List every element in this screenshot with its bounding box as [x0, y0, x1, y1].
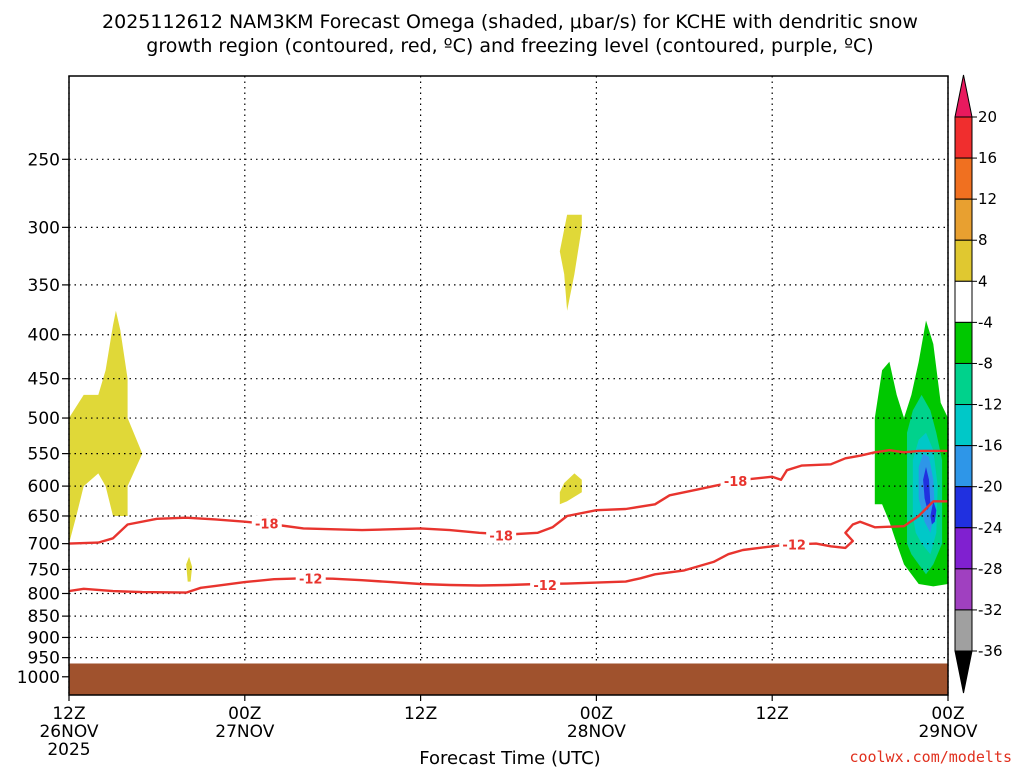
- y-tick-label: 700: [28, 535, 60, 555]
- contour-label: -18: [724, 475, 748, 490]
- pressure-gridlines: [68, 76, 949, 695]
- contour-line--12: [68, 500, 948, 594]
- colorbar-tick-label: -36: [978, 642, 1003, 660]
- y-tick-label: 900: [28, 628, 60, 648]
- y-tick-label: 600: [28, 477, 60, 497]
- colorbar-tick-label: 12: [978, 190, 997, 208]
- x-tick-label: 00Z: [228, 704, 261, 724]
- y-tick-label: 450: [28, 370, 60, 390]
- shaded-region-omega-positive-4c: [559, 214, 582, 311]
- colorbar-swatch: [954, 362, 973, 406]
- colorbar-tick-label: 20: [978, 108, 997, 126]
- x-tick-label: 00Z: [931, 704, 964, 724]
- contour-label: -18: [489, 530, 513, 545]
- colorbar-tick-label: -32: [978, 601, 1003, 619]
- contour-label-bg: [530, 576, 561, 593]
- x-tick-label: 2025: [47, 740, 90, 760]
- dendritic-growth-contours: -18 -18 -18 -12 -12 -12: [68, 449, 948, 594]
- shaded-region-omega-positive-4: [69, 310, 143, 544]
- x-axis-label: Forecast Time (UTC): [419, 748, 600, 768]
- colorbar-tick-label: -28: [978, 560, 1003, 578]
- colorbar-tick-label: -24: [978, 519, 1003, 537]
- colorbar-tick-label: 8: [978, 231, 988, 249]
- chart-title-line1: 2025112612 NAM3KM Forecast Omega (shaded…: [102, 11, 918, 33]
- colorbar-tick-label: -20: [978, 478, 1003, 496]
- plot-frame: [68, 75, 949, 696]
- chart-title-line2: growth region (contoured, red, ºC) and f…: [146, 35, 873, 57]
- shaded-region-omega-positive-4d: [559, 473, 582, 505]
- colorbar-swatch: [954, 486, 973, 529]
- x-tick-label: 12Z: [756, 704, 789, 724]
- colorbar-swatch: [954, 527, 973, 570]
- colorbar-swatch: [954, 321, 973, 364]
- shaded-region-omega-neg-20: [923, 467, 931, 511]
- colorbar-swatch: [954, 609, 973, 652]
- colorbar-swatch: [954, 198, 973, 241]
- contour-label-bg: [295, 570, 326, 587]
- colorbar-tick-label: -4: [978, 313, 993, 331]
- colorbar-bottom-arrow: [954, 650, 973, 694]
- colorbar-swatch: [954, 239, 973, 282]
- y-tick-label: 250: [28, 150, 60, 170]
- y-tick-label: 1000: [17, 668, 60, 688]
- contour-label: -12: [533, 579, 557, 594]
- colorbar-swatch: [954, 445, 973, 488]
- shaded-region-omega-positive-4b: [186, 556, 193, 582]
- ground-terrain: [69, 663, 948, 695]
- y-tick-label: 550: [28, 445, 60, 465]
- contour-label: -18: [255, 517, 279, 532]
- contour-label-bg: [251, 515, 282, 532]
- colorbar-tick-label: 16: [978, 149, 997, 167]
- colorbar-swatch: [954, 116, 973, 159]
- x-tick-label: 28NOV: [567, 722, 626, 742]
- x-tick-label: 29NOV: [918, 722, 977, 742]
- x-tick-label: 27NOV: [215, 722, 274, 742]
- y-tick-label: 500: [28, 409, 60, 429]
- shaded-region-omega-neg-24: [930, 501, 937, 525]
- colorbar-tick-label: -8: [978, 354, 993, 372]
- colorbar-tick-label: 4: [978, 272, 988, 290]
- colorbar-tick-label: -12: [978, 396, 1003, 414]
- contour-label-bg: [486, 527, 517, 544]
- y-tick-label: 400: [28, 326, 60, 346]
- x-tick-label: 12Z: [404, 704, 437, 724]
- colorbar-tick-label: -16: [978, 437, 1003, 455]
- colorbar-swatch: [954, 404, 973, 447]
- x-tick-label: 26NOV: [39, 722, 98, 742]
- y-tick-label: 950: [28, 649, 60, 669]
- site-credit[interactable]: coolwx.com/modelts: [849, 748, 1012, 766]
- colorbar-top-arrow: [954, 74, 973, 118]
- colorbar-swatch: [954, 568, 973, 611]
- contour-label-bg: [720, 473, 751, 490]
- contour-line--18: [68, 449, 948, 545]
- y-tick-label: 750: [28, 560, 60, 580]
- colorbar-swatch: [954, 157, 973, 200]
- colorbar-swatch: [954, 280, 973, 323]
- y-tick-label: 850: [28, 607, 60, 627]
- y-tick-label: 800: [28, 584, 60, 604]
- contour-label-bg: [779, 536, 810, 553]
- y-tick-label: 650: [28, 507, 60, 527]
- contour-label: -12: [782, 539, 806, 554]
- omega-colorbar: 20 16 12 8 4 -4 -8 -12 -16 -20 -24 -28 -32 -36: [954, 74, 1003, 694]
- x-tick-label: 12Z: [52, 704, 85, 724]
- x-tick-label: 00Z: [580, 704, 613, 724]
- contour-label: -12: [299, 572, 323, 587]
- y-tick-label: 350: [28, 276, 60, 296]
- pressure-axis: 2503003504004505005506006507007508008509…: [17, 150, 69, 688]
- y-tick-label: 300: [28, 218, 60, 238]
